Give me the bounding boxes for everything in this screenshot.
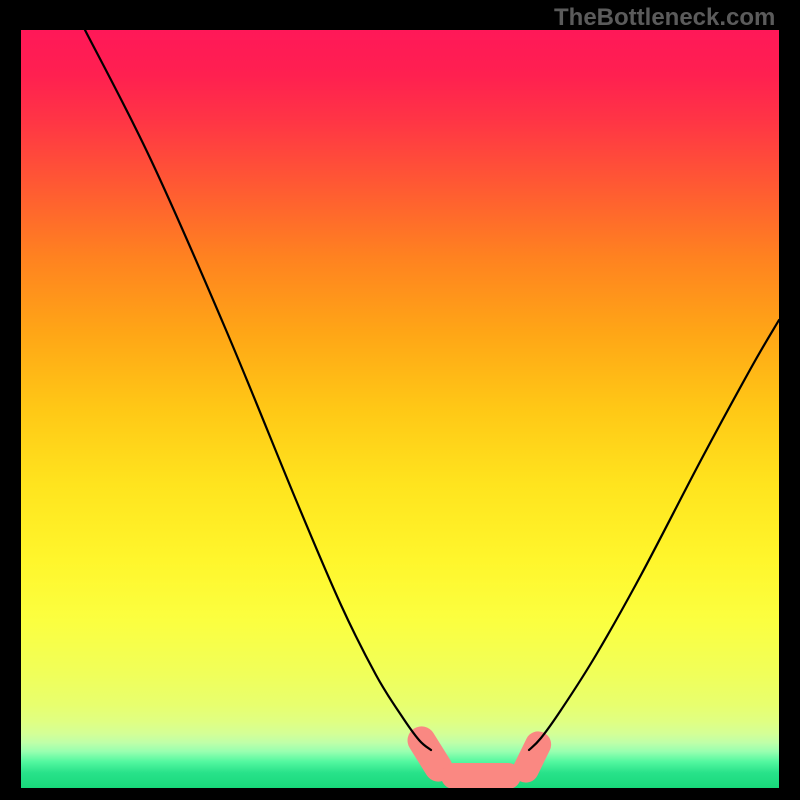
- gradient-background: [21, 30, 779, 788]
- chart-frame: [21, 30, 779, 788]
- bottleneck-chart: [21, 30, 779, 788]
- annotation-capsule: [441, 763, 521, 788]
- watermark-text: TheBottleneck.com: [554, 4, 775, 32]
